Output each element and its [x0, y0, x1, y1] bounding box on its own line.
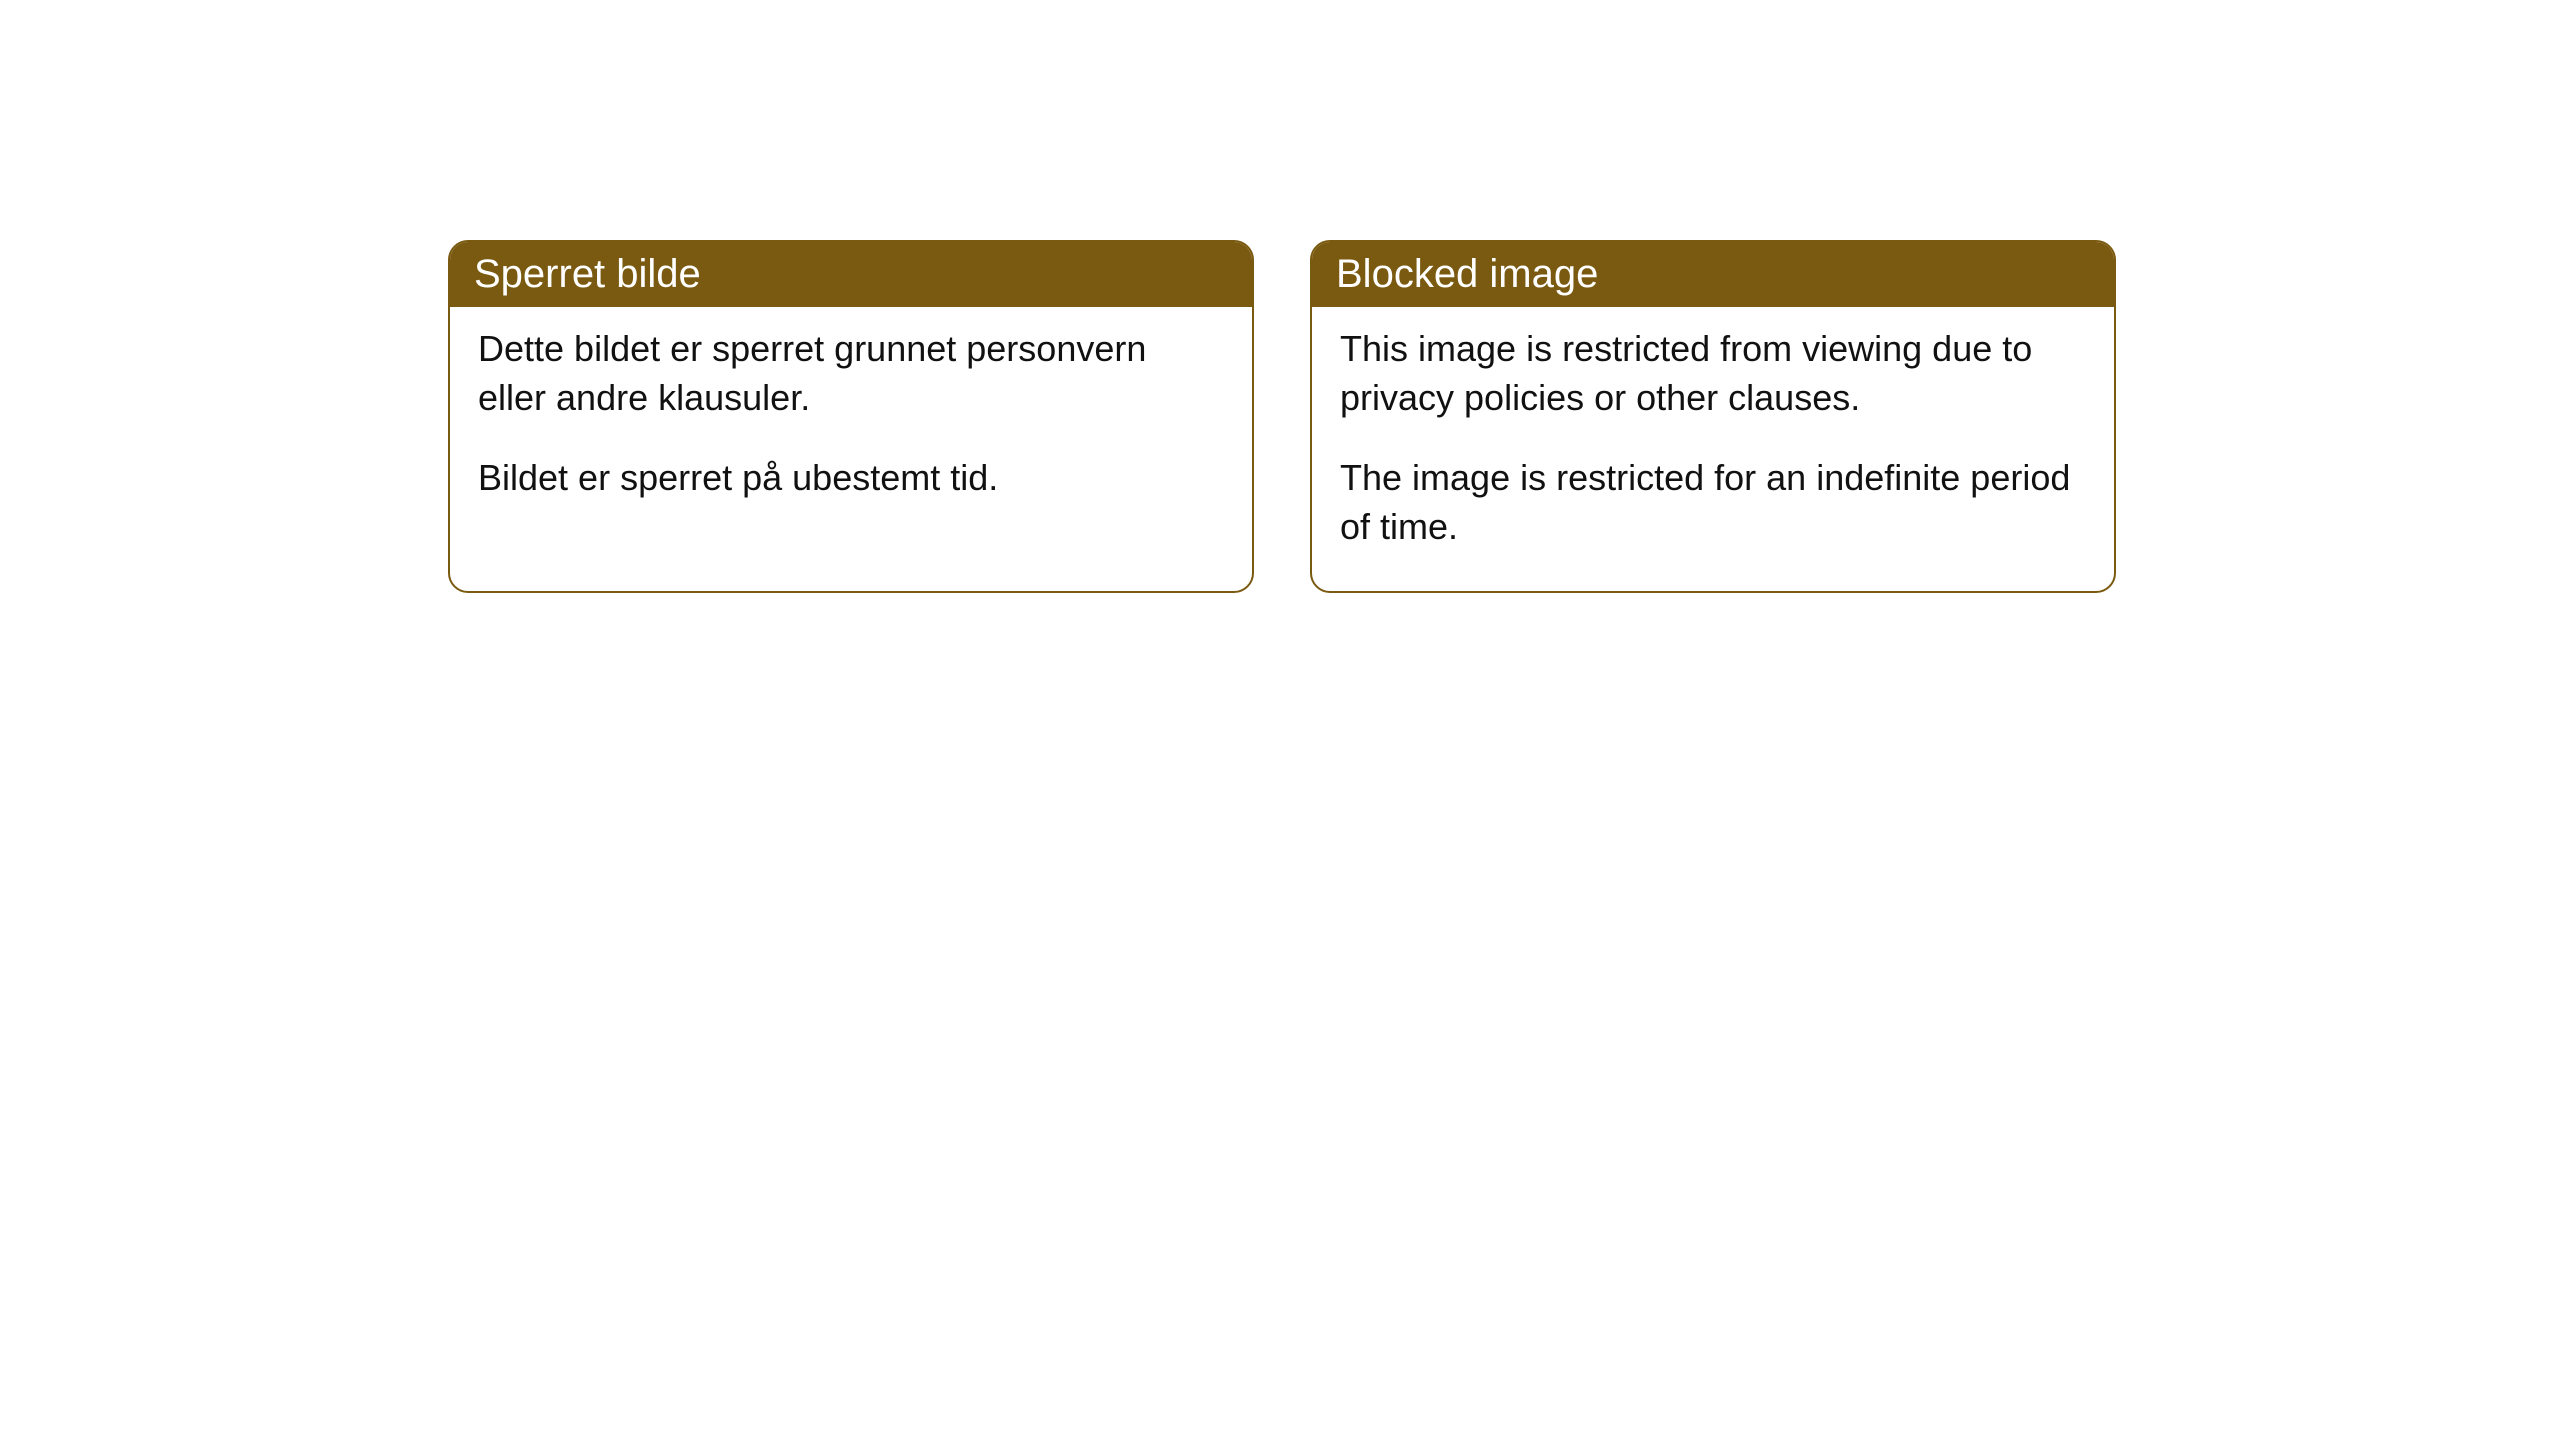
card-paragraph-2: The image is restricted for an indefinit…	[1340, 454, 2086, 551]
card-norwegian: Sperret bilde Dette bildet er sperret gr…	[448, 240, 1254, 593]
cards-container: Sperret bilde Dette bildet er sperret gr…	[0, 0, 2560, 593]
card-header-english: Blocked image	[1312, 242, 2114, 307]
card-header-norwegian: Sperret bilde	[450, 242, 1252, 307]
card-paragraph-1: Dette bildet er sperret grunnet personve…	[478, 325, 1224, 422]
card-body-english: This image is restricted from viewing du…	[1312, 307, 2114, 591]
card-english: Blocked image This image is restricted f…	[1310, 240, 2116, 593]
card-paragraph-1: This image is restricted from viewing du…	[1340, 325, 2086, 422]
card-body-norwegian: Dette bildet er sperret grunnet personve…	[450, 307, 1252, 543]
card-paragraph-2: Bildet er sperret på ubestemt tid.	[478, 454, 1224, 503]
